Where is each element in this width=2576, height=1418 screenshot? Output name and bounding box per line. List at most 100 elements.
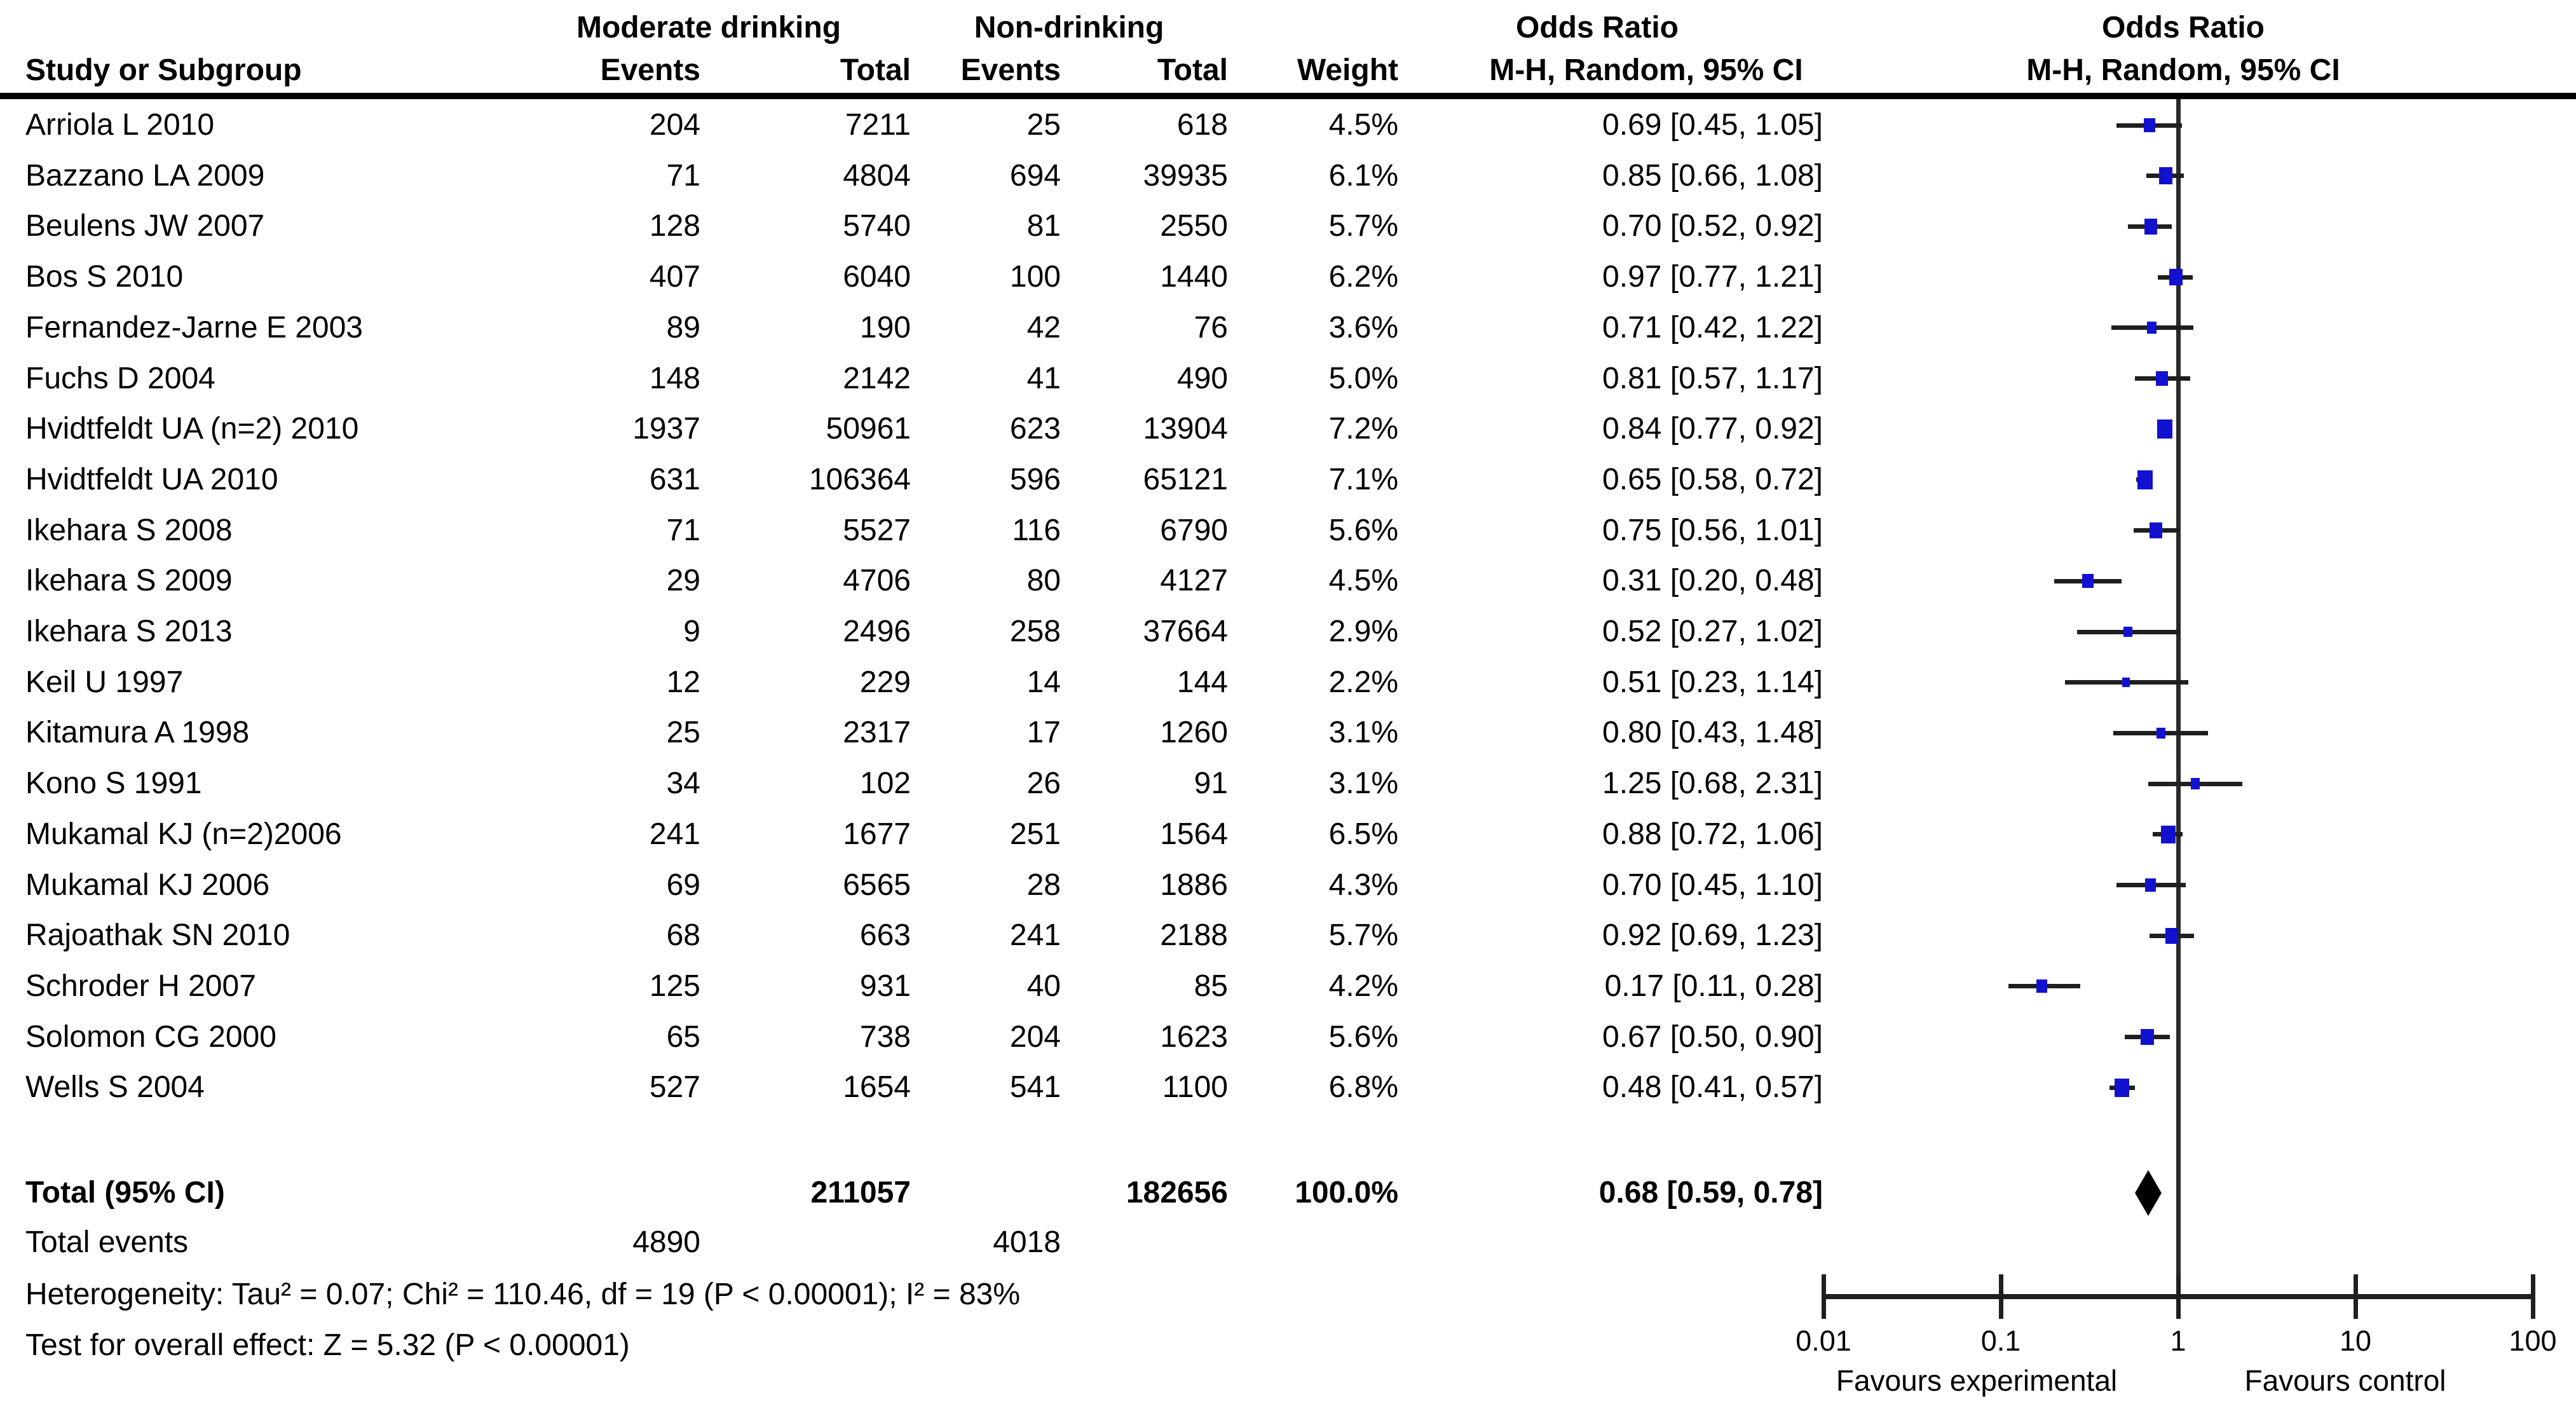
moderate-total: 50961 (826, 412, 911, 446)
or-point-square (2036, 979, 2047, 993)
moderate-events: 527 (649, 1070, 700, 1105)
moderate-events: 1937 (632, 412, 700, 446)
non-total: 2550 (1160, 209, 1228, 243)
study-row: Hvidtfeldt UA (n=2) 2010 1937 50961 623 1390… (0, 404, 1843, 454)
total-events-moderate: 4890 (632, 1225, 700, 1259)
non-events: 116 (1012, 513, 1061, 547)
non-events: 25 (1026, 108, 1061, 142)
moderate-events: 65 (666, 1019, 700, 1054)
moderate-events: 241 (649, 817, 700, 851)
moderate-events: 71 (666, 513, 700, 547)
group-header-control: Non-drinking (974, 11, 1164, 44)
or-point-square (2158, 167, 2172, 184)
axis-tick-label: 0.01 (1796, 1325, 1851, 1357)
study-name: Hvidtfeldt UA (n=2) 2010 (25, 412, 359, 446)
or-ci-text: 0.85 [0.66, 1.08] (1602, 158, 1823, 193)
weight-value: 2.9% (1328, 615, 1398, 648)
study-row: Kitamura A 1998 25 2317 17 1260 3.1% 0.80 [0.4… (0, 707, 1843, 758)
or-ci-text: 0.67 [0.50, 0.90] (1602, 1019, 1823, 1054)
moderate-total: 2142 (843, 361, 911, 395)
or-ci-text: 0.71 [0.42, 1.22] (1602, 310, 1823, 344)
axis-tick (2530, 1274, 2535, 1319)
axis-tick-label: 1 (2170, 1325, 2186, 1357)
non-total: 65121 (1143, 462, 1228, 496)
or-point-square (2161, 825, 2176, 843)
study-name: Bos S 2010 (25, 260, 184, 294)
non-total: 1564 (1160, 817, 1228, 851)
total-label: Total (95% CI) (25, 1176, 225, 1210)
study-name: Fuchs D 2004 (25, 361, 215, 395)
study-row: Mukamal KJ 2006 69 6565 28 1886 4.3% 0.70 [0.4… (0, 860, 1843, 911)
or-ci-text: 0.88 [0.72, 1.06] (1602, 817, 1823, 851)
non-total: 1100 (1162, 1070, 1228, 1105)
study-name: Ikehara S 2009 (25, 564, 233, 598)
moderate-total: 931 (859, 969, 911, 1003)
group-header-experimental: Moderate drinking (576, 11, 842, 44)
study-row: Ikehara S 2008 71 5527 116 6790 5.6% 0.75 [0.5… (0, 505, 1843, 556)
or-ci-text: 0.65 [0.58, 0.72] (1602, 462, 1823, 496)
moderate-total: 106364 (808, 462, 911, 496)
or-ci-text: 0.69 [0.45, 1.05] (1602, 108, 1823, 142)
moderate-events: 29 (666, 564, 700, 598)
moderate-total: 663 (859, 918, 911, 953)
weight-value: 7.1% (1328, 462, 1398, 496)
heterogeneity-text: Heterogeneity: Tau² = 0.07; Chi² = 110.4… (25, 1278, 1021, 1311)
total-events-non: 4018 (993, 1225, 1061, 1259)
non-total: 91 (1194, 767, 1228, 801)
non-total: 2188 (1160, 918, 1228, 953)
study-name: Rajoathak SN 2010 (25, 918, 290, 953)
or-point-square (2156, 371, 2168, 386)
or-point-square (2157, 419, 2172, 439)
group-header-odds-ratio-text: Odds Ratio (1515, 11, 1679, 44)
non-total: 1886 (1160, 868, 1228, 902)
moderate-total: 4804 (843, 158, 911, 193)
moderate-total: 6040 (843, 260, 911, 294)
study-row: Bazzano LA 2009 71 4804 694 39935 6.1% 0.85 [0… (0, 151, 1843, 201)
study-name: Bazzano LA 2009 (25, 158, 265, 193)
non-total: 1260 (1160, 716, 1228, 750)
non-total: 76 (1194, 310, 1228, 344)
favours-left-label: Favours experimental (1836, 1364, 2118, 1397)
moderate-total: 5740 (843, 209, 911, 243)
or-ci-text: 0.81 [0.57, 1.17] (1602, 361, 1823, 395)
study-row: Wells S 2004 527 1654 541 1100 6.8% 0.48 [0.41… (0, 1062, 1843, 1113)
moderate-events: 34 (666, 767, 700, 801)
weight-value: 6.1% (1328, 158, 1398, 193)
non-events: 596 (1009, 462, 1061, 496)
axis-tick-label: 10 (2339, 1325, 2372, 1357)
non-events: 623 (1009, 412, 1061, 446)
study-row: Bos S 2010 407 6040 100 1440 6.2% 0.97 [0.77, … (0, 252, 1843, 303)
col-header-mh-ci-plot: M-H, Random, 95% CI (2026, 53, 2340, 87)
non-total: 85 (1194, 969, 1228, 1003)
total-or-ci-text: 0.68 [0.59, 0.78] (1598, 1176, 1823, 1210)
overall-effect-text: Test for overall effect: Z = 5.32 (P < 0… (25, 1328, 630, 1362)
moderate-total: 229 (859, 665, 911, 699)
favours-right-label: Favours control (2244, 1364, 2446, 1397)
total-row: Total (95% CI) 211057 182656 100.0% 0.68… (0, 1168, 1843, 1218)
weight-value: 3.1% (1328, 767, 1398, 801)
moderate-events: 68 (666, 918, 700, 953)
study-name: Keil U 1997 (25, 665, 184, 699)
non-events: 17 (1026, 716, 1061, 750)
study-row: Mukamal KJ (n=2)2006 241 1677 251 1564 6.5% 0.… (0, 809, 1843, 860)
moderate-events: 89 (666, 310, 700, 344)
weight-value: 5.7% (1328, 209, 1398, 243)
moderate-total: 190 (859, 310, 911, 344)
study-name: Kono S 1991 (25, 767, 202, 801)
study-name: Mukamal KJ (n=2)2006 (25, 817, 342, 851)
study-name: Beulens JW 2007 (25, 209, 265, 243)
or-ci-text: 0.17 [0.11, 0.28] (1604, 969, 1823, 1003)
weight-value: 4.5% (1328, 108, 1398, 142)
non-total: 4127 (1160, 564, 1228, 598)
total-events-label: Total events (25, 1225, 189, 1259)
weight-value: 3.6% (1328, 310, 1398, 344)
total-diamond (2135, 1170, 2162, 1216)
or-ci-text: 0.51 [0.23, 1.14] (1602, 665, 1823, 699)
or-ci-text: 0.70 [0.52, 0.92] (1602, 209, 1823, 243)
total-events-row: Total events 4890 4018 (0, 1217, 1843, 1268)
study-row: Arriola L 2010 204 7211 25 618 4.5% 0.69 [0.45… (0, 100, 1843, 151)
axis-tick-label: 100 (2509, 1325, 2557, 1357)
or-ci-text: 0.80 [0.43, 1.48] (1602, 716, 1823, 750)
weight-value: 6.2% (1328, 260, 1398, 294)
moderate-total: 4706 (843, 564, 911, 598)
